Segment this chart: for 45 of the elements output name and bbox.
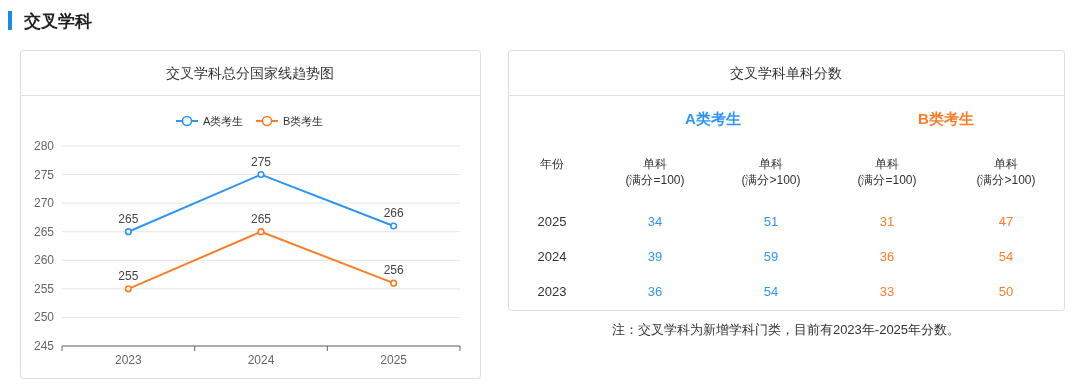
- text: 51: [763, 214, 779, 229]
- legend-label: A类考生: [203, 115, 244, 127]
- chart-title: 交叉学科总分国家线趋势图: [166, 65, 334, 81]
- y-tick-label: 280: [33, 139, 55, 153]
- data-label: 265: [118, 211, 139, 226]
- x-tick-label: 2024: [247, 353, 275, 367]
- text: 54: [763, 284, 779, 299]
- text: 2025: [537, 214, 567, 229]
- text: 47: [998, 214, 1014, 229]
- y-tick-label: 255: [33, 281, 55, 296]
- text: 年份: [540, 157, 564, 171]
- y-tick-label: 270: [33, 196, 55, 211]
- text: 36: [879, 249, 895, 264]
- y-tick-label: 250: [33, 310, 55, 325]
- text: 交叉学科: [23, 12, 92, 31]
- text: 54: [998, 249, 1014, 264]
- text: 2024: [537, 249, 567, 264]
- text: B类考生: [918, 110, 974, 127]
- text: 36: [647, 284, 663, 299]
- text: 33: [879, 284, 895, 299]
- y-tick-label: 275: [33, 167, 55, 182]
- data-label: 256: [383, 263, 404, 278]
- text: 单科 (满分>100): [741, 157, 801, 187]
- text: 59: [763, 249, 779, 264]
- text: 单科 (满分=100): [625, 157, 685, 187]
- text: 单科 (满分=100): [857, 157, 917, 187]
- data-label: 275: [250, 154, 272, 169]
- text: 2023: [537, 284, 567, 299]
- data-label: 265: [250, 211, 272, 226]
- text: 39: [647, 249, 663, 264]
- y-tick-label: 245: [33, 339, 55, 353]
- text: 50: [998, 284, 1014, 299]
- data-label: 255: [118, 268, 139, 283]
- data-label: 266: [383, 206, 404, 220]
- text: 34: [647, 214, 663, 229]
- y-tick-label: 265: [33, 224, 55, 239]
- text: 注：交叉学科为新增学科门类，目前有2023年-2025年分数。: [611, 322, 961, 337]
- text: 交叉学科单科分数: [730, 65, 842, 81]
- y-tick-label: 260: [33, 253, 55, 268]
- text: A类考生: [685, 110, 741, 127]
- legend-label: B类考生: [283, 115, 324, 127]
- text: 31: [879, 214, 895, 229]
- x-tick-label: 2025: [380, 353, 408, 367]
- x-tick-label: 2023: [114, 353, 142, 367]
- text: 单科 (满分>100): [976, 157, 1036, 187]
